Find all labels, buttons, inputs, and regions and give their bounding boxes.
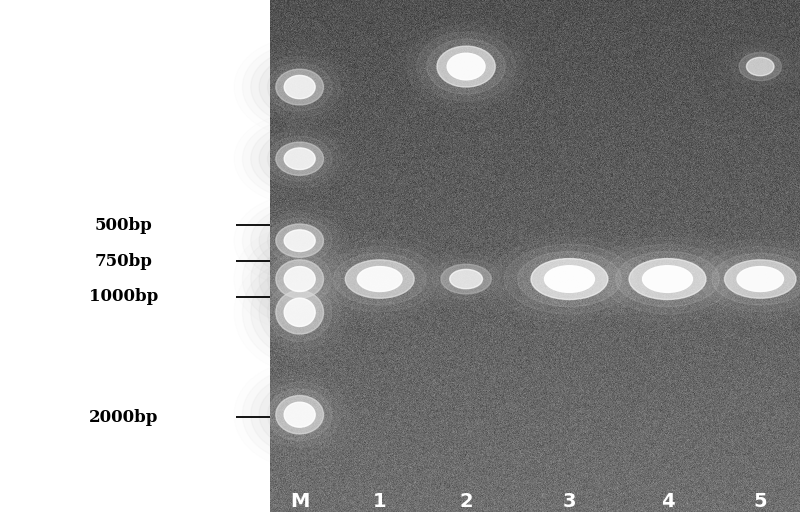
- Ellipse shape: [417, 32, 516, 101]
- Ellipse shape: [259, 131, 340, 187]
- Ellipse shape: [276, 224, 323, 257]
- Ellipse shape: [712, 253, 800, 305]
- Ellipse shape: [284, 267, 315, 291]
- Ellipse shape: [259, 57, 340, 118]
- Ellipse shape: [259, 246, 340, 312]
- Ellipse shape: [267, 253, 332, 305]
- Text: M: M: [290, 492, 310, 510]
- Text: 5: 5: [754, 492, 767, 510]
- Ellipse shape: [437, 46, 495, 87]
- Ellipse shape: [531, 259, 608, 300]
- Bar: [0, 0, 270, 512]
- Ellipse shape: [284, 75, 315, 99]
- Ellipse shape: [276, 142, 323, 175]
- Ellipse shape: [267, 389, 332, 441]
- Ellipse shape: [447, 53, 485, 80]
- Ellipse shape: [423, 254, 509, 304]
- Ellipse shape: [284, 148, 315, 169]
- Ellipse shape: [732, 48, 789, 86]
- Text: 750bp: 750bp: [95, 252, 153, 270]
- Ellipse shape: [267, 283, 332, 342]
- Ellipse shape: [250, 50, 349, 124]
- Ellipse shape: [504, 244, 634, 314]
- Ellipse shape: [737, 267, 783, 291]
- Text: 3: 3: [562, 492, 576, 510]
- Ellipse shape: [358, 267, 402, 291]
- Ellipse shape: [259, 212, 340, 269]
- Ellipse shape: [276, 260, 323, 298]
- Ellipse shape: [739, 53, 782, 80]
- Ellipse shape: [284, 230, 315, 251]
- Ellipse shape: [699, 246, 800, 312]
- Ellipse shape: [259, 382, 340, 447]
- Ellipse shape: [589, 237, 746, 321]
- Ellipse shape: [432, 259, 500, 299]
- Ellipse shape: [334, 253, 426, 305]
- Ellipse shape: [250, 240, 349, 318]
- Ellipse shape: [267, 218, 332, 263]
- Ellipse shape: [276, 69, 323, 105]
- Ellipse shape: [267, 136, 332, 181]
- Text: 2000bp: 2000bp: [90, 409, 158, 426]
- Text: 4: 4: [661, 492, 674, 510]
- Text: 1: 1: [373, 492, 386, 510]
- Ellipse shape: [545, 266, 594, 292]
- Ellipse shape: [250, 268, 349, 357]
- Ellipse shape: [518, 251, 622, 307]
- Text: 2: 2: [459, 492, 473, 510]
- Ellipse shape: [725, 260, 796, 298]
- Ellipse shape: [284, 298, 315, 327]
- Ellipse shape: [346, 260, 414, 298]
- Ellipse shape: [321, 246, 438, 312]
- Ellipse shape: [616, 251, 719, 307]
- Ellipse shape: [687, 240, 800, 318]
- Ellipse shape: [642, 266, 693, 292]
- Ellipse shape: [250, 124, 349, 193]
- Ellipse shape: [450, 269, 482, 289]
- Ellipse shape: [267, 63, 332, 111]
- Ellipse shape: [259, 275, 340, 349]
- Ellipse shape: [746, 57, 774, 76]
- Ellipse shape: [276, 290, 323, 334]
- Ellipse shape: [276, 395, 323, 434]
- Ellipse shape: [426, 39, 506, 94]
- Ellipse shape: [441, 264, 491, 294]
- Ellipse shape: [629, 259, 706, 300]
- Ellipse shape: [406, 25, 526, 109]
- Ellipse shape: [309, 240, 450, 318]
- Ellipse shape: [490, 237, 648, 321]
- Text: 500bp: 500bp: [95, 217, 153, 234]
- Ellipse shape: [602, 244, 733, 314]
- Ellipse shape: [724, 42, 796, 91]
- Ellipse shape: [250, 375, 349, 454]
- Ellipse shape: [250, 206, 349, 275]
- Text: 1000bp: 1000bp: [90, 288, 158, 306]
- Ellipse shape: [284, 402, 315, 427]
